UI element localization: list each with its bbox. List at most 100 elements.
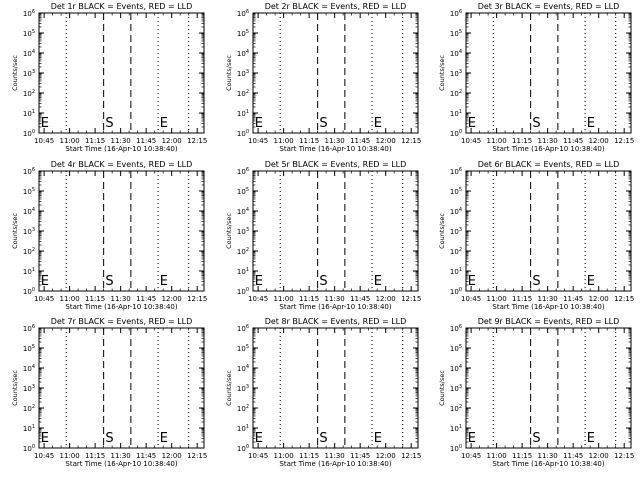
panel-5: Det 5r BLACK = Events, RED = LLD10010110… (225, 160, 421, 311)
y-tick-exponent: 1 (32, 267, 35, 273)
y-tick-label: 100 (237, 444, 249, 453)
y-tick-exponent: 5 (246, 187, 249, 193)
x-tick-label: 12:15 (187, 452, 207, 460)
y-tick-exponent: 0 (459, 287, 462, 293)
y-tick-exponent: 2 (32, 247, 35, 253)
y-tick-exponent: 3 (246, 384, 249, 390)
marker-e: E (160, 274, 168, 289)
y-tick-exponent: 0 (246, 129, 249, 135)
x-tick-label: 11:00 (487, 295, 507, 303)
x-tick-label: 10:45 (461, 137, 481, 145)
y-tick-exponent: 1 (246, 424, 249, 430)
y-tick-label: 104 (23, 49, 35, 58)
x-axis-label: Start Time (16-Apr-10 10:38:40) (65, 460, 177, 468)
x-axis-label: Start Time (16-Apr-10 10:38:40) (492, 145, 604, 153)
y-tick-label: 104 (450, 49, 462, 58)
x-tick-label: 12:00 (589, 452, 609, 460)
panel-9: Det 9r BLACK = Events, RED = LLD10010110… (438, 317, 634, 468)
y-tick-exponent: 2 (459, 89, 462, 95)
y-tick-label: 100 (237, 287, 249, 296)
x-tick-label: 12:15 (187, 137, 207, 145)
y-tick-exponent: 4 (32, 364, 35, 370)
y-tick-exponent: 3 (459, 227, 462, 233)
marker-e: E (255, 431, 263, 446)
x-tick-label: 12:00 (162, 137, 182, 145)
y-tick-exponent: 5 (459, 187, 462, 193)
y-tick-label: 102 (23, 404, 35, 413)
y-tick-label: 103 (237, 384, 249, 393)
y-tick-exponent: 2 (32, 89, 35, 95)
y-tick-label: 103 (23, 384, 35, 393)
y-axis-label: Counts/sec (225, 370, 233, 406)
marker-e: E (160, 116, 168, 131)
x-tick-label: 11:30 (538, 137, 558, 145)
panel-6: Det 6r BLACK = Events, RED = LLD10010110… (438, 160, 634, 311)
x-tick-label: 12:15 (614, 295, 634, 303)
marker-e: E (468, 116, 476, 131)
y-tick-label: 103 (450, 384, 462, 393)
y-tick-exponent: 3 (246, 227, 249, 233)
x-tick-label: 12:00 (376, 452, 396, 460)
y-tick-label: 104 (450, 207, 462, 216)
y-tick-exponent: 5 (32, 344, 35, 350)
panel-title: Det 8r BLACK = Events, RED = LLD (265, 317, 407, 326)
x-tick-label: 11:45 (563, 137, 583, 145)
x-tick-label: 11:15 (512, 137, 532, 145)
y-tick-exponent: 5 (246, 344, 249, 350)
marker-e: E (374, 116, 382, 131)
marker-e: E (255, 116, 263, 131)
x-tick-label: 11:45 (350, 452, 370, 460)
marker-e: E (587, 431, 595, 446)
y-tick-label: 103 (23, 227, 35, 236)
marker-e: E (468, 274, 476, 289)
y-tick-label: 100 (23, 444, 35, 453)
y-axis-label: Counts/sec (438, 55, 446, 91)
y-tick-label: 105 (23, 187, 35, 196)
y-tick-exponent: 2 (459, 247, 462, 253)
panel-title: Det 2r BLACK = Events, RED = LLD (265, 2, 407, 11)
y-tick-label: 105 (450, 187, 462, 196)
y-tick-exponent: 2 (459, 404, 462, 410)
x-tick-label: 11:45 (136, 452, 156, 460)
y-tick-label: 103 (237, 69, 249, 78)
y-tick-label: 100 (450, 129, 462, 138)
x-tick-label: 11:00 (274, 137, 294, 145)
y-tick-exponent: 0 (32, 287, 35, 293)
x-tick-label: 11:00 (60, 295, 80, 303)
x-tick-label: 11:15 (512, 452, 532, 460)
plot-frame (38, 327, 205, 449)
y-tick-label: 101 (450, 109, 462, 118)
y-tick-label: 106 (237, 324, 249, 333)
y-tick-label: 102 (450, 247, 462, 256)
y-tick-exponent: 5 (459, 29, 462, 35)
y-tick-exponent: 0 (32, 444, 35, 450)
y-tick-exponent: 4 (459, 49, 462, 55)
y-tick-label: 101 (450, 424, 462, 433)
marker-s: S (105, 431, 113, 446)
y-tick-label: 101 (23, 267, 35, 276)
y-tick-label: 101 (237, 424, 249, 433)
plot-frame (38, 170, 205, 292)
x-tick-label: 12:15 (614, 137, 634, 145)
y-tick-label: 100 (450, 444, 462, 453)
y-tick-label: 105 (237, 29, 249, 38)
x-tick-label: 10:45 (34, 452, 54, 460)
x-tick-label: 12:00 (162, 452, 182, 460)
x-tick-label: 11:30 (325, 137, 345, 145)
panel-4: Det 4r BLACK = Events, RED = LLD10010110… (11, 160, 207, 311)
panel-title: Det 1r BLACK = Events, RED = LLD (51, 2, 193, 11)
y-tick-exponent: 4 (32, 49, 35, 55)
x-tick-label: 11:00 (487, 452, 507, 460)
y-tick-label: 106 (237, 9, 249, 18)
y-tick-label: 106 (23, 167, 35, 176)
x-tick-label: 10:45 (248, 137, 268, 145)
y-tick-exponent: 6 (32, 167, 35, 173)
marker-e: E (41, 116, 49, 131)
y-tick-label: 106 (237, 167, 249, 176)
y-tick-exponent: 4 (459, 207, 462, 213)
marker-s: S (319, 116, 327, 131)
marker-e: E (374, 431, 382, 446)
y-tick-label: 105 (237, 187, 249, 196)
marker-e: E (587, 116, 595, 131)
